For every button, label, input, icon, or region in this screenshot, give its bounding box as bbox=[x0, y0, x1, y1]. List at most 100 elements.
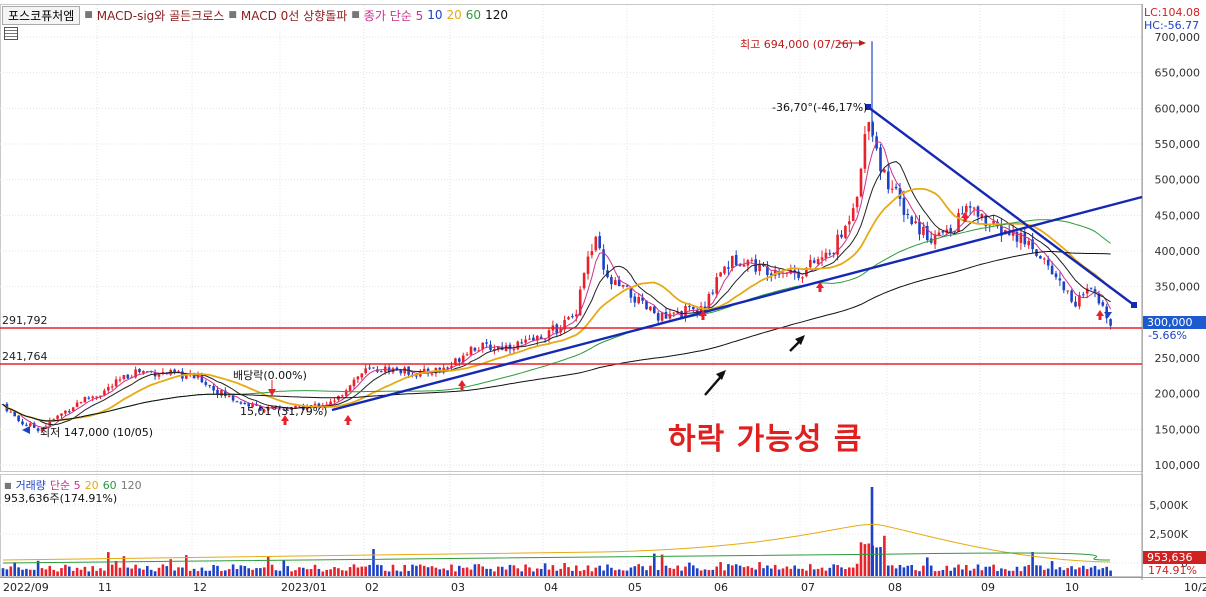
volume-bar bbox=[380, 565, 383, 576]
candle-body bbox=[812, 260, 816, 263]
x-tick-label: 12 bbox=[193, 581, 207, 594]
candle-body bbox=[598, 236, 601, 249]
candle-body bbox=[79, 401, 83, 403]
volume-bar bbox=[469, 569, 473, 576]
buy-signal-icon bbox=[1096, 310, 1104, 320]
candle-body bbox=[840, 234, 843, 238]
candle-body bbox=[473, 347, 477, 351]
candle-body bbox=[773, 269, 777, 276]
volume-bar bbox=[797, 568, 800, 576]
volume-bar bbox=[282, 560, 286, 576]
candle-body bbox=[664, 311, 668, 319]
table-grid-icon[interactable] bbox=[4, 27, 18, 40]
candle-body bbox=[341, 395, 344, 397]
legend-indicator-1[interactable]: MACD-sig와 골든크로스 bbox=[96, 8, 225, 23]
ma10-line bbox=[2, 161, 1111, 426]
candle-body bbox=[29, 423, 32, 426]
volume-bar bbox=[1054, 569, 1058, 576]
volume-bar bbox=[539, 568, 543, 576]
x-tick-label: 2023/01 bbox=[281, 581, 327, 594]
volume-bar bbox=[5, 569, 9, 576]
volume-bar bbox=[1015, 566, 1019, 576]
candle-body bbox=[1066, 290, 1069, 292]
x-tick-label: 05 bbox=[628, 581, 642, 594]
candle-body bbox=[1093, 289, 1097, 293]
volume-bar bbox=[770, 568, 773, 576]
hline-upper-label: 291,792 bbox=[2, 314, 48, 327]
volume-bar bbox=[454, 571, 457, 576]
candle-body bbox=[571, 316, 574, 318]
volume-bar bbox=[165, 566, 169, 576]
candle-body bbox=[360, 373, 364, 378]
volume-bar bbox=[890, 565, 894, 576]
candle-body bbox=[68, 411, 71, 413]
candle-body bbox=[1082, 294, 1085, 296]
candle-body bbox=[1078, 295, 1081, 307]
volume-bar bbox=[777, 569, 781, 576]
candle-body bbox=[380, 371, 383, 373]
candle-body bbox=[894, 186, 898, 189]
candle-body bbox=[738, 264, 742, 266]
legend-indicator-2[interactable]: MACD 0선 상향돌파 bbox=[240, 8, 348, 23]
candle-body bbox=[855, 197, 859, 208]
volume-bar bbox=[965, 564, 968, 576]
volume-bar bbox=[512, 565, 516, 576]
volume-bar bbox=[836, 564, 839, 576]
volume-bar bbox=[867, 543, 871, 576]
price-panel-frame bbox=[0, 4, 1143, 472]
volume-bar bbox=[746, 566, 750, 576]
volume-label[interactable]: 거래량 bbox=[15, 479, 46, 492]
legend-ma-label[interactable]: 종가 단순 5 bbox=[363, 8, 424, 23]
volume-bar bbox=[227, 569, 231, 576]
candle-body bbox=[922, 226, 925, 235]
annotation-arrowhead-icon bbox=[795, 335, 805, 345]
volume-bar bbox=[918, 571, 921, 576]
candle-body bbox=[13, 411, 16, 417]
volume-bar bbox=[44, 569, 48, 576]
volume-bar bbox=[906, 565, 910, 576]
volume-bar bbox=[387, 571, 391, 576]
candle-body bbox=[575, 314, 578, 317]
candle-body bbox=[539, 336, 543, 340]
volume-bar bbox=[157, 567, 161, 576]
candle-body bbox=[114, 379, 118, 387]
volume-bar bbox=[1062, 570, 1066, 576]
candle-body bbox=[723, 266, 726, 274]
candle-body bbox=[1046, 259, 1050, 266]
current-change-label: -5.66% bbox=[1148, 329, 1187, 342]
candle-body bbox=[715, 277, 718, 294]
candle-body bbox=[637, 296, 640, 304]
volume-bar bbox=[547, 569, 551, 576]
volume-bar bbox=[356, 567, 360, 576]
candle-body bbox=[477, 350, 481, 352]
volume-bar bbox=[754, 569, 757, 576]
volume-bar bbox=[500, 566, 504, 576]
candle-body bbox=[590, 251, 594, 256]
candle-body bbox=[107, 387, 110, 391]
candle-body bbox=[750, 259, 754, 261]
candle-body bbox=[1085, 288, 1089, 294]
volume-bar bbox=[235, 569, 239, 576]
volume-badge: 953,636 bbox=[1143, 551, 1206, 564]
volume-bar bbox=[844, 569, 847, 576]
candle-body bbox=[1101, 302, 1105, 306]
volume-bar bbox=[399, 571, 403, 576]
volume-bar bbox=[255, 568, 258, 576]
volume-bar bbox=[391, 564, 395, 576]
candle-body bbox=[699, 306, 703, 314]
stock-name-tab[interactable]: 포스코퓨처엠 bbox=[2, 5, 81, 25]
candle-body bbox=[64, 410, 67, 414]
candle-body bbox=[968, 206, 972, 208]
candle-body bbox=[1019, 233, 1023, 243]
volume-bar bbox=[976, 564, 980, 576]
volume-bar bbox=[477, 564, 481, 576]
volume-bar bbox=[321, 571, 325, 576]
legend-ma-120: 120 bbox=[485, 8, 508, 22]
candle-body bbox=[263, 410, 266, 412]
volume-bar bbox=[1011, 570, 1015, 576]
candle-body bbox=[372, 367, 375, 369]
commentary-text: 하락 가능성 큼 bbox=[668, 422, 863, 457]
volume-bar bbox=[1093, 565, 1097, 576]
volume-bar bbox=[809, 564, 812, 576]
